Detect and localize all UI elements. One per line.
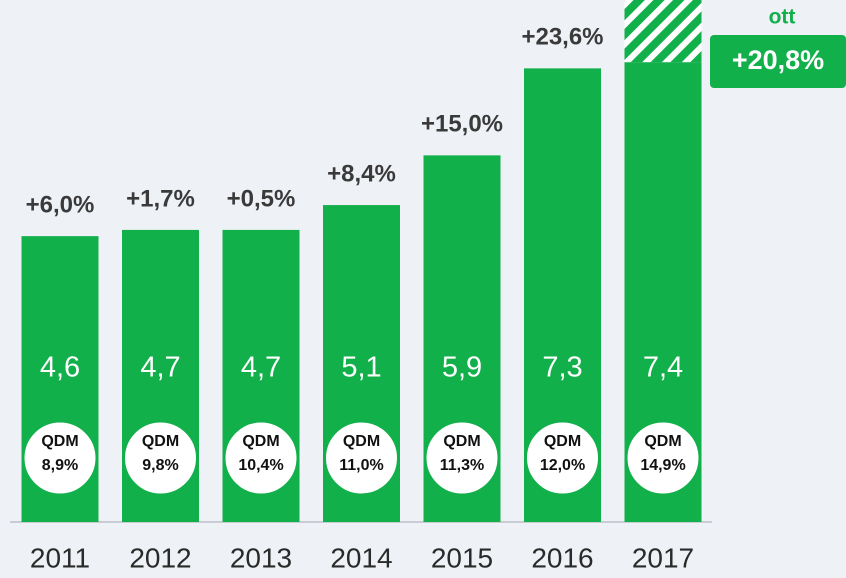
badge [122,419,199,497]
value-label: 4,7 [241,352,281,384]
badge-title: QDM [644,433,681,450]
badge [423,419,501,497]
badge-title: QDM [142,433,179,450]
x-tick-label: 2011 [30,542,90,573]
badge [222,419,300,497]
growth-label: +0,5% [227,185,296,212]
x-tick-label: 2015 [431,542,493,573]
x-tick-label: 2016 [531,542,593,573]
value-label: 7,4 [643,352,683,384]
badge-label: 9,8% [142,457,178,474]
value-label: 4,6 [40,352,80,384]
x-tick-label: 2013 [230,542,292,573]
x-tick-label: 2017 [632,542,694,573]
badge [323,419,400,497]
value-label: 5,9 [442,352,482,384]
x-tick-label: 2014 [330,542,392,573]
growth-label: +8,4% [327,160,396,187]
value-label: 7,3 [542,352,582,384]
badge-title: QDM [544,433,581,450]
badge-title: QDM [41,433,78,450]
annotation-box [710,35,846,88]
badge-label: 10,4% [238,457,283,474]
badge-label: 14,9% [640,457,685,474]
badge-label: 8,9% [42,457,78,474]
badge [21,419,99,497]
x-tick-label: 2012 [129,542,191,573]
growth-label: +6,0% [26,191,95,218]
badge-title: QDM [242,433,279,450]
annotation-title: ott [769,6,796,29]
badge [624,419,702,497]
hatched-segment [624,0,702,63]
badge [524,419,601,497]
badge-label: 11,3% [440,457,484,474]
growth-label: +15,0% [421,111,503,138]
badge-label: 11,0% [339,457,383,474]
value-label: 4,7 [140,352,180,384]
badge-title: QDM [443,433,480,450]
value-label: 5,1 [341,352,381,384]
annotation-text: +20,8% [732,45,824,75]
badge-label: 12,0% [540,457,585,474]
growth-label: +23,6% [521,24,603,51]
growth-label: +1,7% [126,185,195,212]
badge-title: QDM [343,433,380,450]
